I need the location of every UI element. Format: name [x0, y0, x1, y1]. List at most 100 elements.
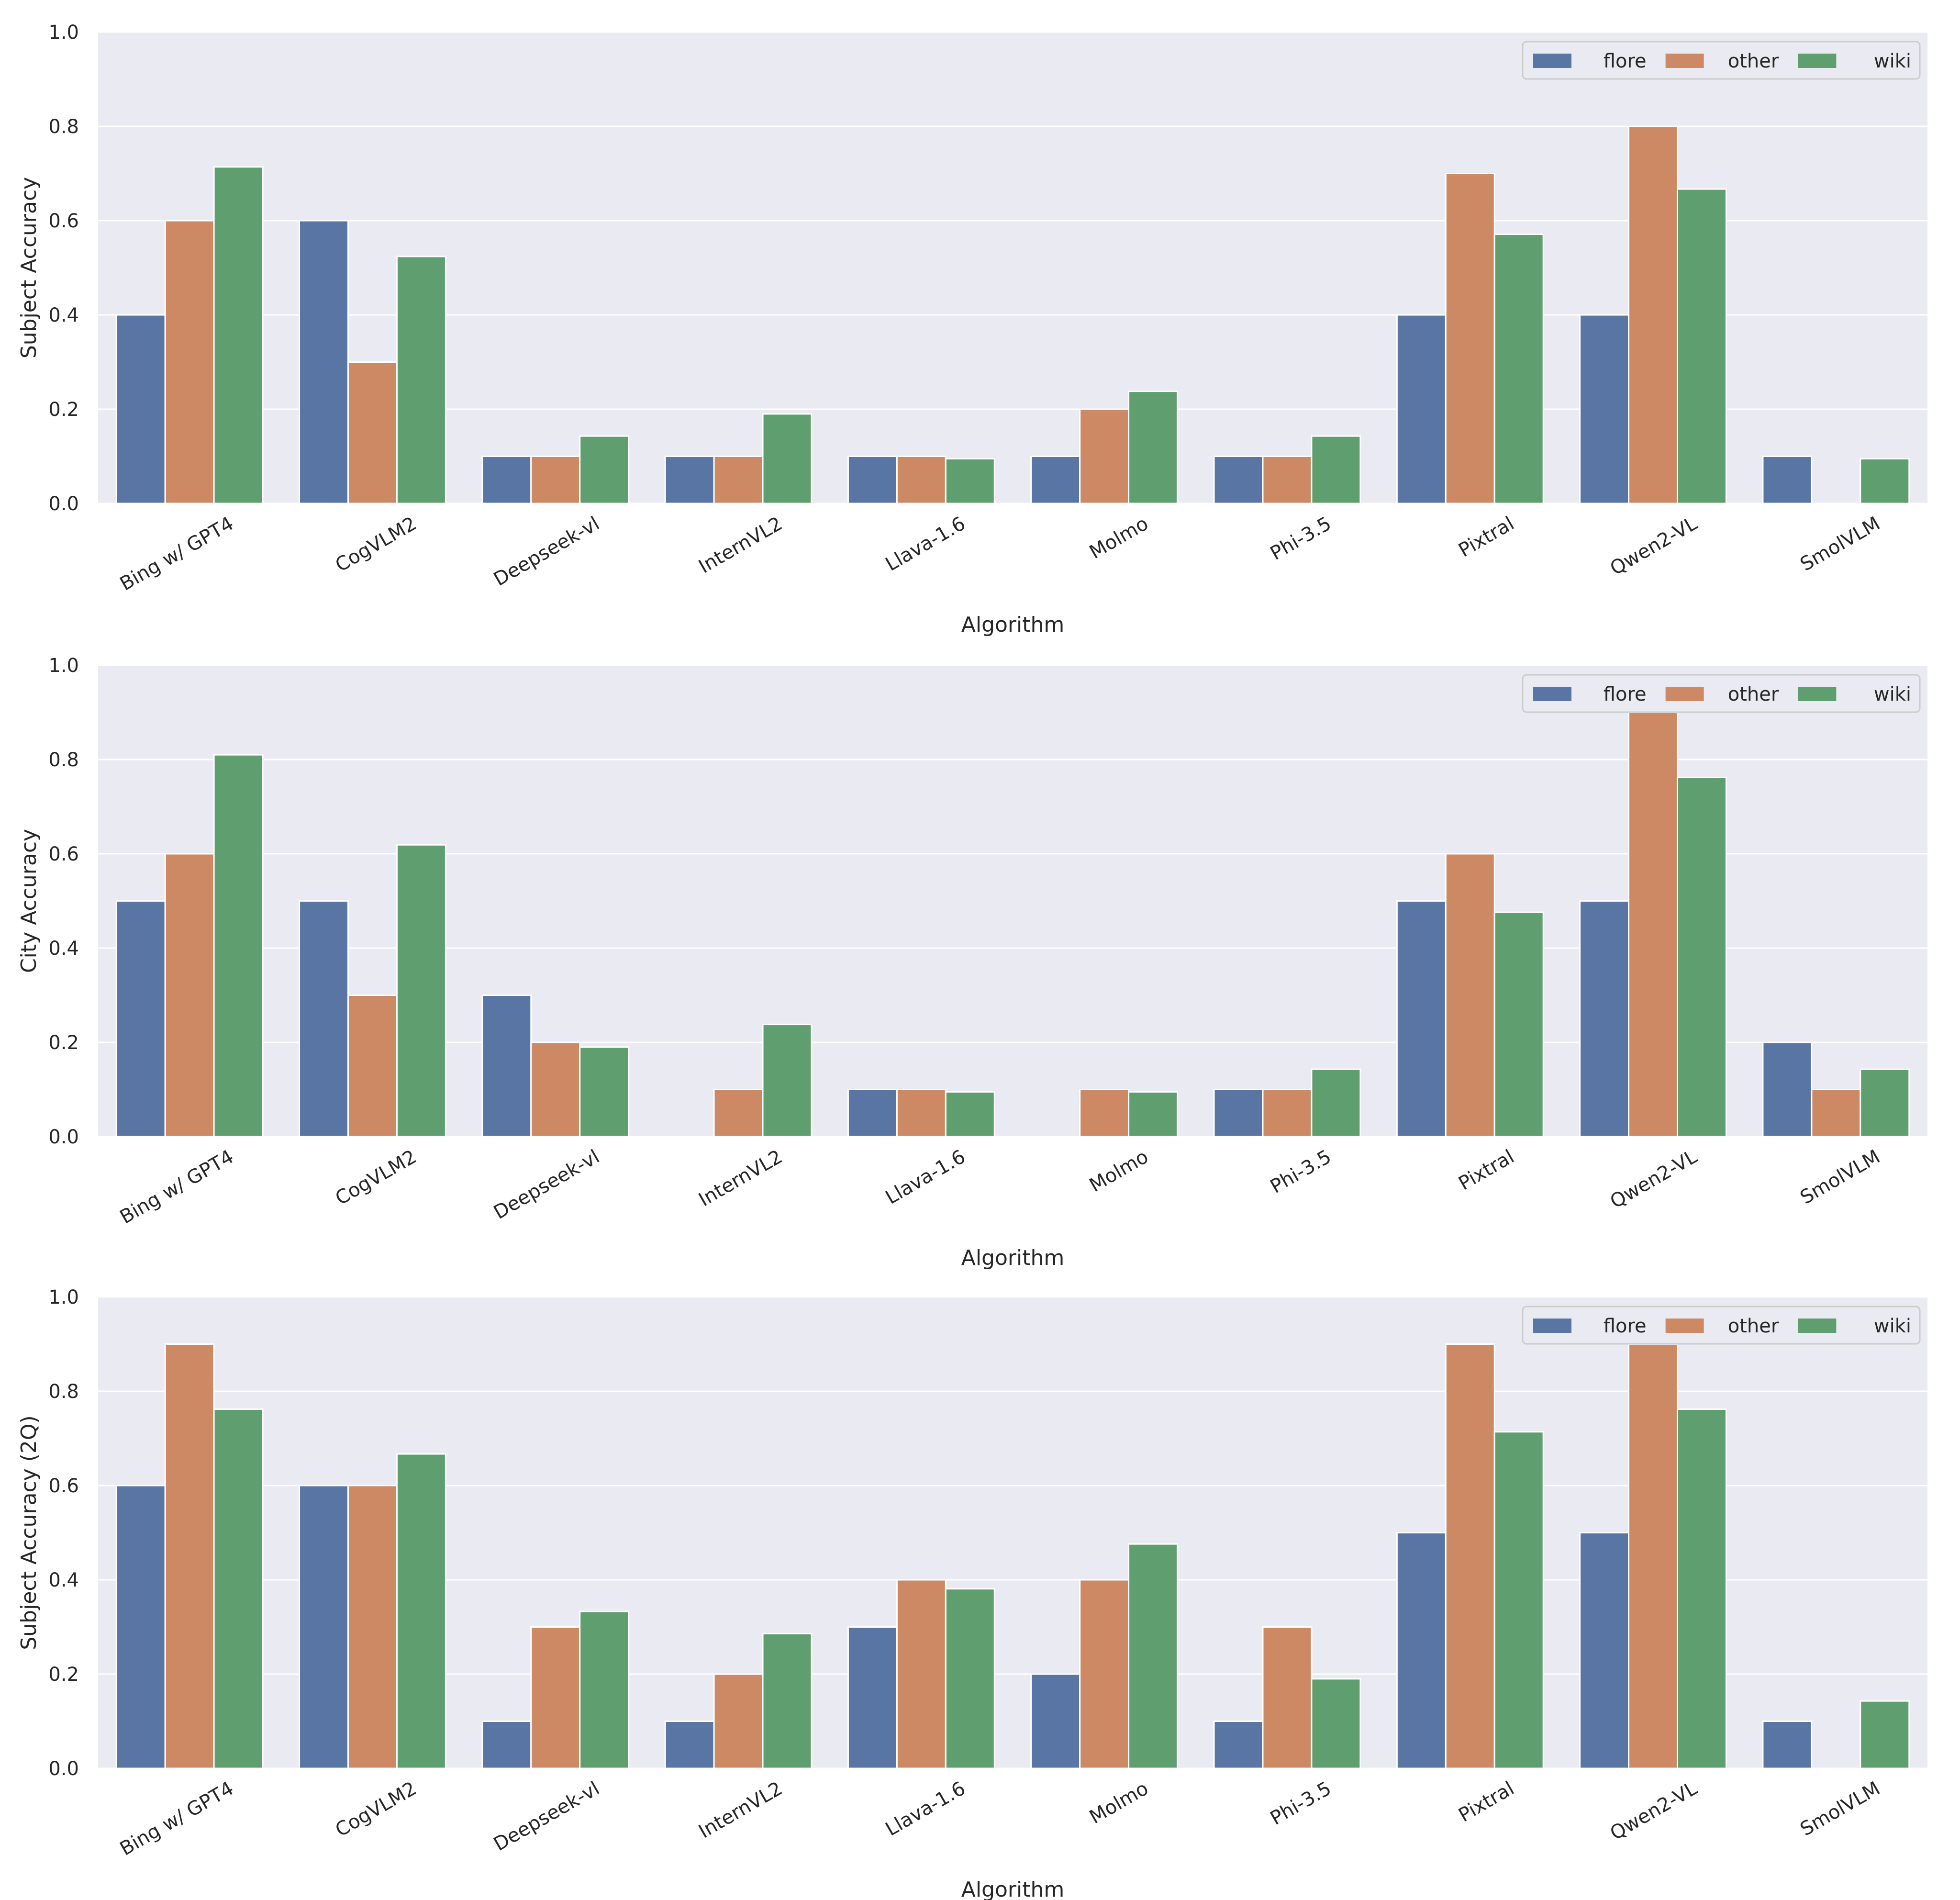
y-tick-label: 0.2 — [48, 1664, 79, 1686]
chart-panel-3: 0.0 0.2 0.4 0.6 0.8 1.0 Bing w/ GPT4 CogVLM2 Dee… — [17, 1286, 1927, 1900]
bar-other-internvl2 — [713, 1673, 764, 1769]
bar-flore-molmo — [1030, 456, 1081, 504]
legend-swatch-wiki — [1798, 687, 1837, 701]
bar-flore-phi-3-5 — [1213, 1089, 1264, 1138]
x-tick-label: Qwen2-VL — [1606, 1777, 1701, 1844]
x-tick-label: Molmo — [1086, 1777, 1152, 1829]
bar-other-smolvlm — [1811, 1089, 1861, 1138]
bar-wiki-internvl2 — [762, 1632, 813, 1769]
legend: flore other wiki — [1522, 41, 1921, 80]
x-tick-label: Molmo — [1086, 1146, 1152, 1197]
bar-other-cogvlm2 — [347, 1485, 398, 1769]
y-axis-label: City Accuracy — [17, 829, 41, 973]
bar-other-pixtral — [1445, 173, 1495, 504]
y-tick-label: 1.0 — [48, 1286, 79, 1308]
bar-other-deepseek-vl — [530, 456, 581, 504]
bar-wiki-cogvlm2 — [396, 256, 446, 504]
x-tick-label: CogVLM2 — [332, 513, 420, 577]
bar-other-molmo — [1079, 1579, 1130, 1769]
bar-other-deepseek-vl — [530, 1626, 581, 1769]
bar-other-molmo — [1079, 1089, 1130, 1138]
bar-flore-cogvlm2 — [299, 220, 349, 504]
bar-flore-pixtral — [1396, 900, 1447, 1138]
bar-flore-bing-w-gpt4 — [115, 900, 166, 1138]
bar-other-pixtral — [1445, 1343, 1495, 1769]
bar-wiki-deepseek-vl — [579, 1046, 630, 1138]
x-tick-label: CogVLM2 — [332, 1777, 420, 1842]
legend: flore other wiki — [1522, 674, 1921, 713]
bar-wiki-phi-3-5 — [1311, 1068, 1361, 1138]
bar-flore-deepseek-vl — [481, 995, 532, 1138]
x-tick-label: Bing w/ GPT4 — [116, 1146, 237, 1229]
y-tick-label: 0.4 — [48, 1569, 79, 1591]
y-tick-label: 0.6 — [48, 210, 79, 232]
y-tick-label: 0.2 — [48, 399, 79, 421]
bar-other-phi-3-5 — [1262, 1626, 1313, 1769]
bar-flore-internvl2 — [664, 456, 715, 504]
bar-other-bing-w-gpt4 — [164, 220, 215, 504]
x-tick-label: Pixtral — [1455, 513, 1518, 562]
bar-wiki-pixtral — [1493, 911, 1544, 1138]
bar-flore-qwen2-vl — [1579, 900, 1630, 1138]
y-tick-label: 0.6 — [48, 843, 79, 865]
y-tick-label: 0.0 — [48, 1758, 79, 1780]
legend-swatch-flore — [1533, 687, 1571, 701]
bar-other-deepseek-vl — [530, 1041, 581, 1138]
x-axis-label: Algorithm — [961, 1878, 1065, 1900]
bar-wiki-phi-3-5 — [1311, 435, 1361, 504]
legend-swatch-flore — [1533, 1319, 1571, 1333]
legend-label-flore: flore — [1604, 50, 1647, 72]
x-tick-label: SmolVLM — [1796, 513, 1883, 576]
legend-label-other: other — [1728, 50, 1779, 72]
legend-label-flore: flore — [1604, 683, 1647, 705]
y-tick-label: 0.8 — [48, 116, 79, 138]
bar-flore-qwen2-vl — [1579, 1532, 1630, 1769]
y-tick-label: 1.0 — [48, 22, 79, 44]
y-tick-label: 0.8 — [48, 1381, 79, 1403]
x-tick-label: Deepseek-vl — [490, 1777, 603, 1855]
x-tick-label: Molmo — [1086, 513, 1152, 564]
y-tick-label: 0.4 — [48, 304, 79, 326]
y-tick-label: 0.8 — [48, 749, 79, 771]
bar-flore-smolvlm — [1762, 456, 1813, 504]
y-tick-label: 1.0 — [48, 655, 79, 677]
x-tick-label: Qwen2-VL — [1606, 512, 1701, 580]
x-tick-label: Qwen2-VL — [1606, 1145, 1701, 1213]
x-tick-label: InternVL2 — [695, 1146, 786, 1211]
legend-frame — [1522, 674, 1921, 713]
bar-flore-pixtral — [1396, 1532, 1447, 1769]
bar-other-qwen2-vl — [1628, 1343, 1679, 1769]
bar-flore-cogvlm2 — [299, 900, 349, 1138]
bar-flore-phi-3-5 — [1213, 1721, 1264, 1769]
bar-wiki-molmo — [1128, 1543, 1179, 1769]
x-tick-label: CogVLM2 — [332, 1146, 420, 1210]
x-tick-label: Deepseek-vl — [490, 513, 603, 591]
legend-label-other: other — [1728, 1315, 1779, 1337]
legend-label-wiki: wiki — [1874, 50, 1911, 72]
y-axis-label: Subject Accuracy (2Q) — [17, 1415, 41, 1650]
bar-other-molmo — [1079, 408, 1130, 504]
legend-label-wiki: wiki — [1874, 1315, 1911, 1337]
bar-flore-deepseek-vl — [481, 1721, 532, 1769]
bar-wiki-pixtral — [1493, 234, 1544, 504]
bar-wiki-smolvlm — [1860, 458, 1910, 504]
bar-wiki-cogvlm2 — [396, 844, 446, 1138]
bar-other-llava-1-6 — [896, 1579, 947, 1769]
y-tick-label: 0.2 — [48, 1032, 79, 1054]
bar-flore-smolvlm — [1762, 1041, 1813, 1138]
y-tick-label: 0.6 — [48, 1475, 79, 1497]
x-tick-label: Phi-3.5 — [1267, 1146, 1335, 1198]
x-axis-label: Algorithm — [961, 613, 1065, 637]
bar-wiki-pixtral — [1493, 1431, 1544, 1769]
legend-swatch-other — [1665, 1319, 1704, 1333]
bar-wiki-bing-w-gpt4 — [213, 754, 264, 1138]
bar-other-internvl2 — [713, 1089, 764, 1138]
x-tick-label: InternVL2 — [695, 513, 786, 578]
x-tick-label: Phi-3.5 — [1267, 1777, 1335, 1830]
bar-wiki-deepseek-vl — [579, 1610, 630, 1769]
bar-wiki-phi-3-5 — [1311, 1678, 1361, 1769]
bar-wiki-qwen2-vl — [1677, 188, 1727, 504]
bar-other-qwen2-vl — [1628, 712, 1679, 1138]
bar-other-pixtral — [1445, 853, 1495, 1138]
bar-other-llava-1-6 — [896, 1089, 947, 1138]
